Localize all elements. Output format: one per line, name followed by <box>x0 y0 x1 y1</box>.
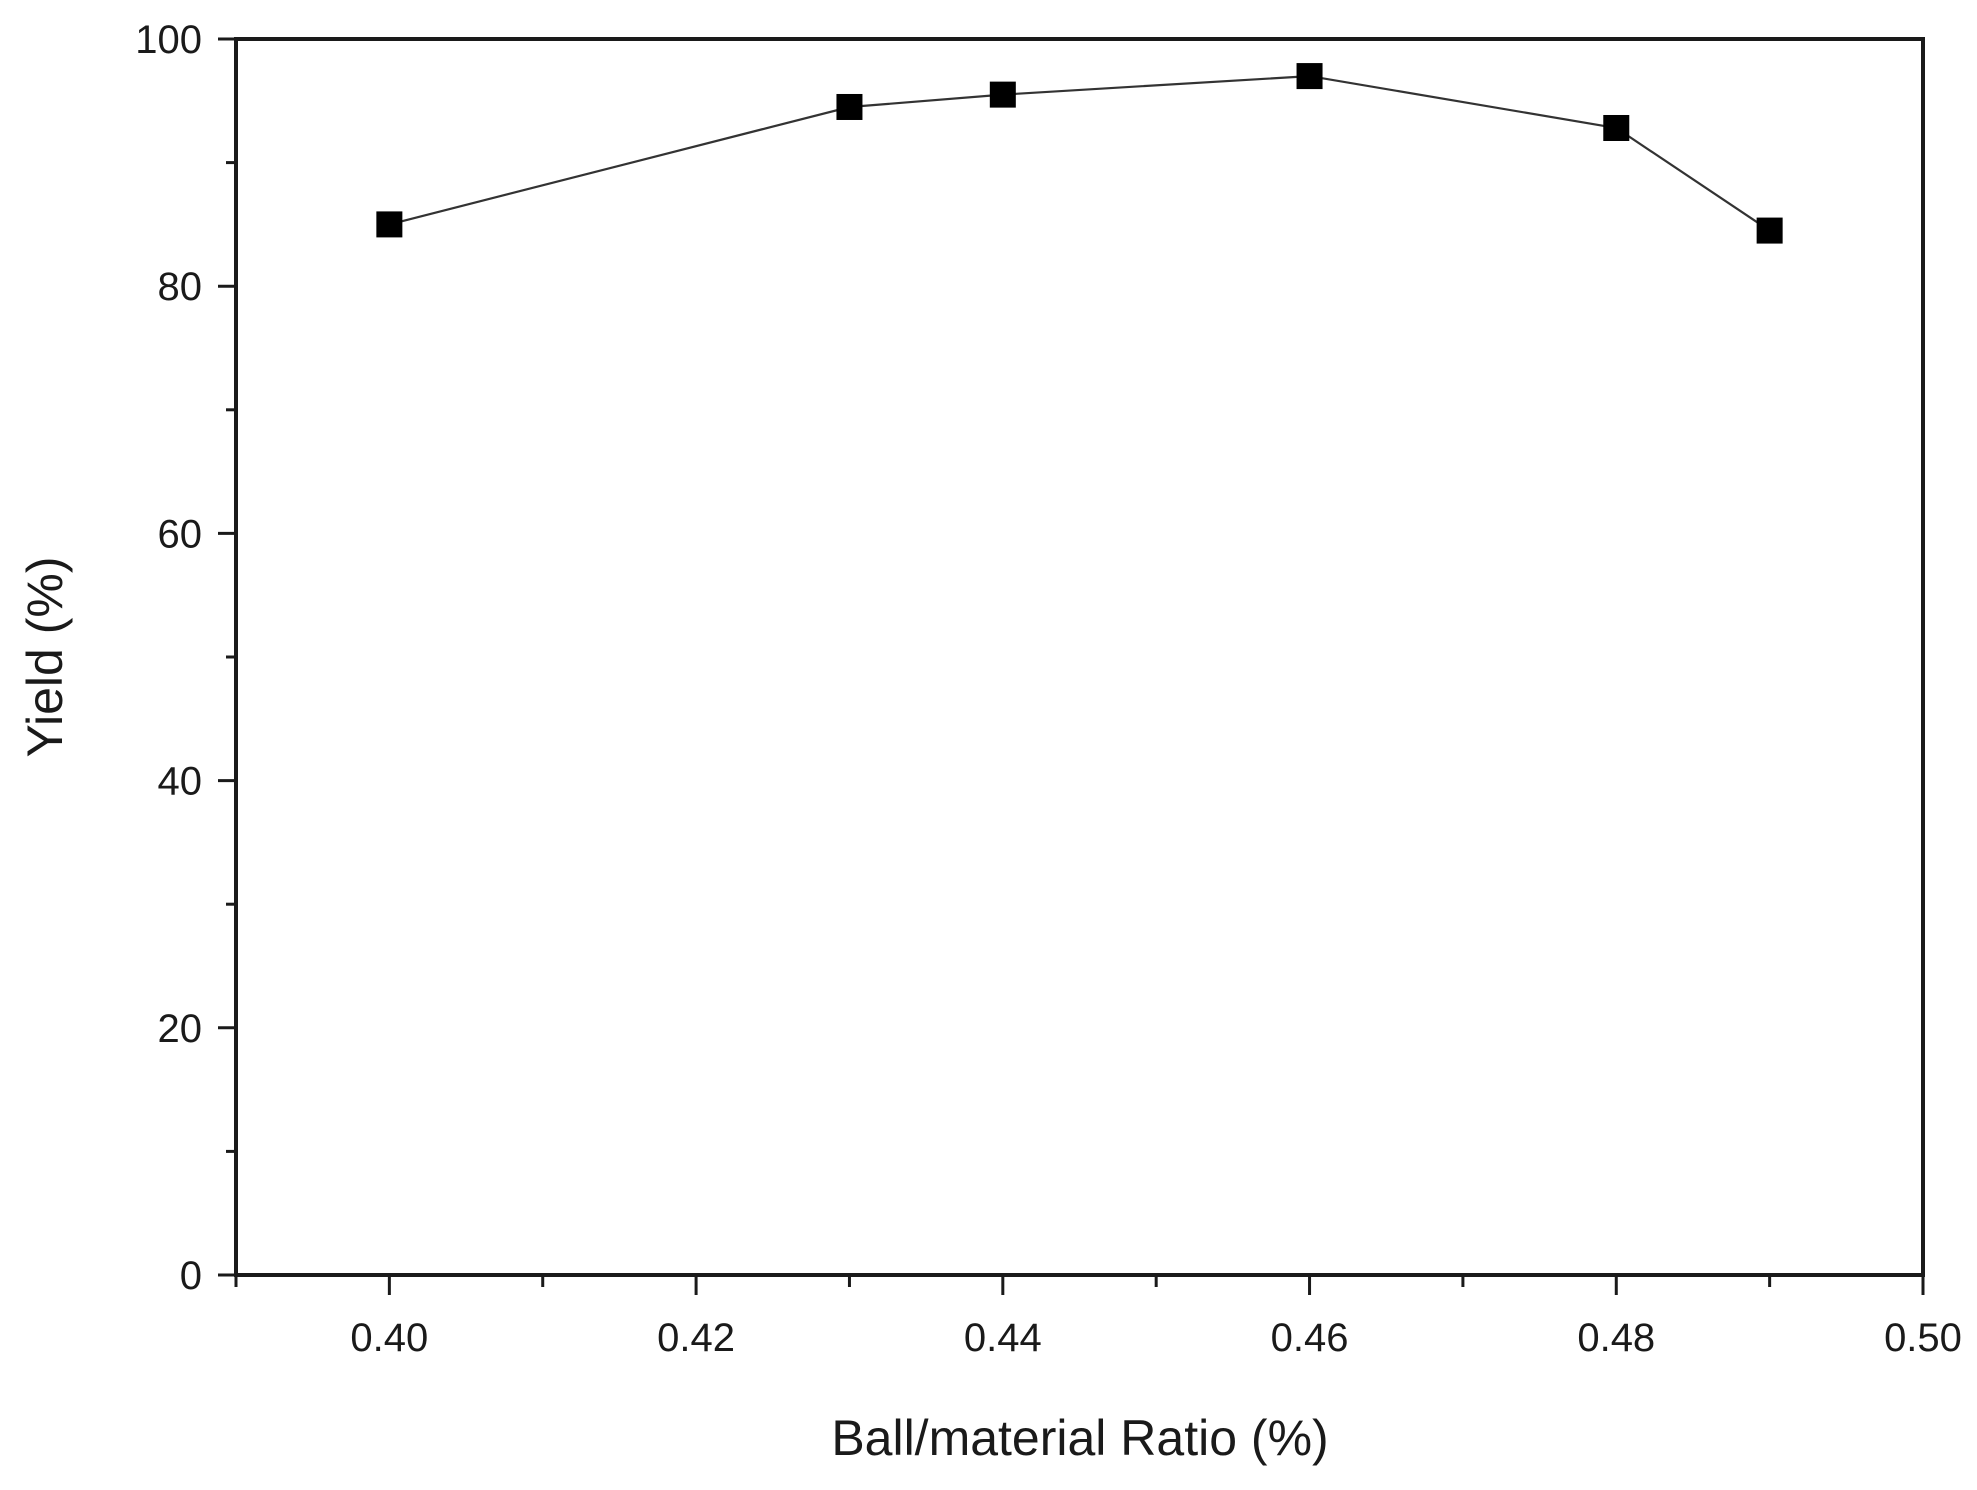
y-tick-label: 40 <box>158 760 203 804</box>
data-point <box>1296 63 1323 90</box>
y-tick-label: 0 <box>180 1254 202 1298</box>
x-tick-label: 0.44 <box>964 1316 1042 1360</box>
series-lines <box>389 74 1771 232</box>
series-line <box>389 74 1771 232</box>
x-tick-labels: 0.40 0.42 0.44 0.46 0.48 0.50 <box>350 1316 1961 1360</box>
y-tick-labels: 0 20 40 60 80 100 <box>135 18 202 1298</box>
x-tick-label: 0.40 <box>350 1316 428 1360</box>
data-point <box>989 81 1016 108</box>
data-point <box>836 93 863 120</box>
y-tick-label: 100 <box>135 18 202 62</box>
y-axis-title: Yield (%) <box>17 557 73 758</box>
data-point <box>1756 217 1783 244</box>
plot-frame <box>234 37 1925 1277</box>
x-tick-label: 0.42 <box>657 1316 735 1360</box>
x-tick-marks <box>234 1275 1925 1295</box>
x-axis-title: Ball/material Ratio (%) <box>831 1410 1328 1466</box>
x-tick-label: 0.46 <box>1271 1316 1349 1360</box>
y-tick-label: 60 <box>158 512 203 556</box>
y-tick-label: 20 <box>158 1007 203 1051</box>
y-tick-label: 80 <box>158 265 203 309</box>
x-tick-label: 0.50 <box>1884 1316 1962 1360</box>
series-points <box>376 63 1783 244</box>
data-point <box>376 211 403 238</box>
data-point <box>1603 114 1630 141</box>
x-tick-label: 0.48 <box>1577 1316 1655 1360</box>
y-tick-marks <box>218 37 236 1277</box>
